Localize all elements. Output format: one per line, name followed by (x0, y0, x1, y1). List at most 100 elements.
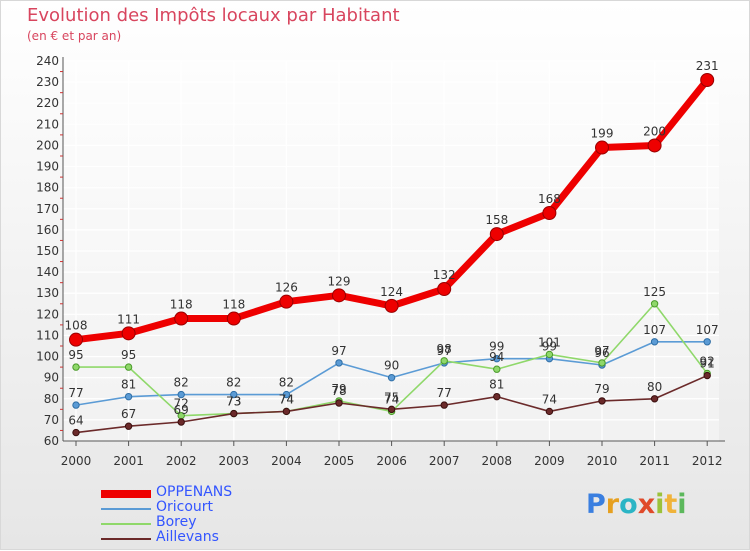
data-point (650, 300, 659, 308)
data-label: 74 (279, 392, 294, 406)
data-point (437, 282, 452, 296)
x-tick-label: 2011 (639, 454, 670, 468)
data-label: 125 (643, 285, 666, 299)
data-point (226, 311, 241, 326)
data-label: 79 (331, 382, 346, 396)
x-tick-label: 2001 (113, 454, 144, 468)
data-label: 96 (594, 346, 609, 360)
x-tick-label: 2007 (429, 454, 460, 468)
data-point (177, 418, 185, 426)
chart-subtitle: (en € et par an) (27, 29, 122, 43)
data-label: 97 (437, 344, 452, 358)
data-point (598, 359, 606, 367)
x-tick-label: 2000 (61, 454, 92, 468)
y-tick-label: 150 (36, 244, 59, 258)
y-tick-label: 230 (36, 75, 59, 89)
y-tick-label: 140 (36, 265, 59, 279)
data-label: 74 (542, 392, 557, 406)
data-point (598, 397, 606, 405)
data-point (335, 359, 343, 367)
x-tick-label: 2004 (271, 454, 302, 468)
data-point (174, 311, 189, 326)
data-point (440, 401, 448, 409)
data-label: 73 (226, 395, 241, 409)
y-tick-label: 130 (36, 286, 59, 300)
legend-label: Borey (156, 514, 197, 530)
legend-swatch (101, 538, 151, 540)
data-label: 82 (226, 376, 241, 390)
y-tick-label: 160 (36, 223, 59, 237)
data-point (595, 140, 609, 155)
data-point (700, 73, 715, 87)
data-point (493, 365, 501, 373)
data-label: 78 (331, 384, 346, 398)
data-point (650, 395, 659, 403)
y-tick-label: 60 (44, 434, 59, 448)
data-point (440, 357, 448, 365)
data-label: 126 (275, 281, 298, 295)
data-label: 77 (68, 386, 83, 400)
proxiti-logo: Proxiti (586, 489, 687, 520)
data-point (542, 206, 557, 220)
data-label: 107 (643, 323, 666, 337)
legend-label: Oricourt (156, 499, 214, 515)
y-tick-label: 100 (36, 350, 59, 364)
data-label: 97 (331, 344, 346, 358)
data-point (647, 138, 662, 153)
y-tick-label: 200 (36, 138, 59, 152)
data-point (124, 422, 133, 430)
data-label: 101 (538, 335, 561, 349)
data-label: 72 (174, 397, 189, 411)
data-point (230, 409, 238, 418)
data-label: 73 (226, 395, 241, 409)
data-label: 158 (485, 213, 508, 227)
x-tick-label: 2003 (219, 454, 250, 468)
x-tick-label: 2002 (166, 454, 197, 468)
y-tick-label: 80 (44, 392, 59, 406)
y-tick-label: 180 (36, 181, 59, 195)
data-point (177, 390, 185, 399)
chart-title: Evolution des Impôts locaux par Habitant (27, 5, 400, 26)
y-tick-label: 220 (36, 96, 59, 110)
data-point (493, 354, 501, 363)
y-tick-label: 170 (36, 202, 59, 216)
data-label: 99 (489, 340, 504, 354)
data-label: 118 (170, 298, 193, 312)
data-label: 67 (121, 407, 136, 421)
y-tick-label: 70 (44, 413, 59, 427)
data-point (387, 373, 396, 382)
data-label: 95 (121, 348, 136, 362)
data-label: 82 (279, 376, 294, 390)
data-label: 82 (174, 376, 189, 390)
data-point (332, 288, 346, 303)
data-label: 75 (384, 390, 399, 404)
data-label: 231 (696, 59, 719, 73)
data-point (384, 298, 399, 313)
data-label: 74 (384, 392, 399, 406)
x-tick-label: 2006 (376, 454, 407, 468)
data-label: 69 (174, 403, 189, 417)
legend-swatch (101, 523, 151, 525)
data-point (545, 407, 554, 416)
data-label: 124 (380, 285, 403, 299)
data-point (703, 371, 711, 380)
data-point (121, 326, 136, 341)
data-point (72, 401, 80, 409)
data-label: 107 (696, 323, 719, 337)
data-label: 98 (437, 342, 452, 356)
data-point (493, 392, 501, 401)
y-tick-label: 240 (36, 54, 59, 68)
data-label: 94 (489, 350, 504, 364)
legend-label: OPPENANS (156, 484, 233, 500)
data-label: 168 (538, 192, 561, 206)
data-point (124, 363, 133, 371)
x-tick-label: 2012 (692, 454, 723, 468)
data-point (703, 338, 711, 346)
data-label: 77 (437, 386, 452, 400)
data-point (230, 390, 238, 399)
data-label: 118 (222, 298, 245, 312)
y-tick-label: 110 (36, 328, 59, 342)
y-tick-label: 120 (36, 307, 59, 321)
data-label: 111 (117, 312, 140, 326)
